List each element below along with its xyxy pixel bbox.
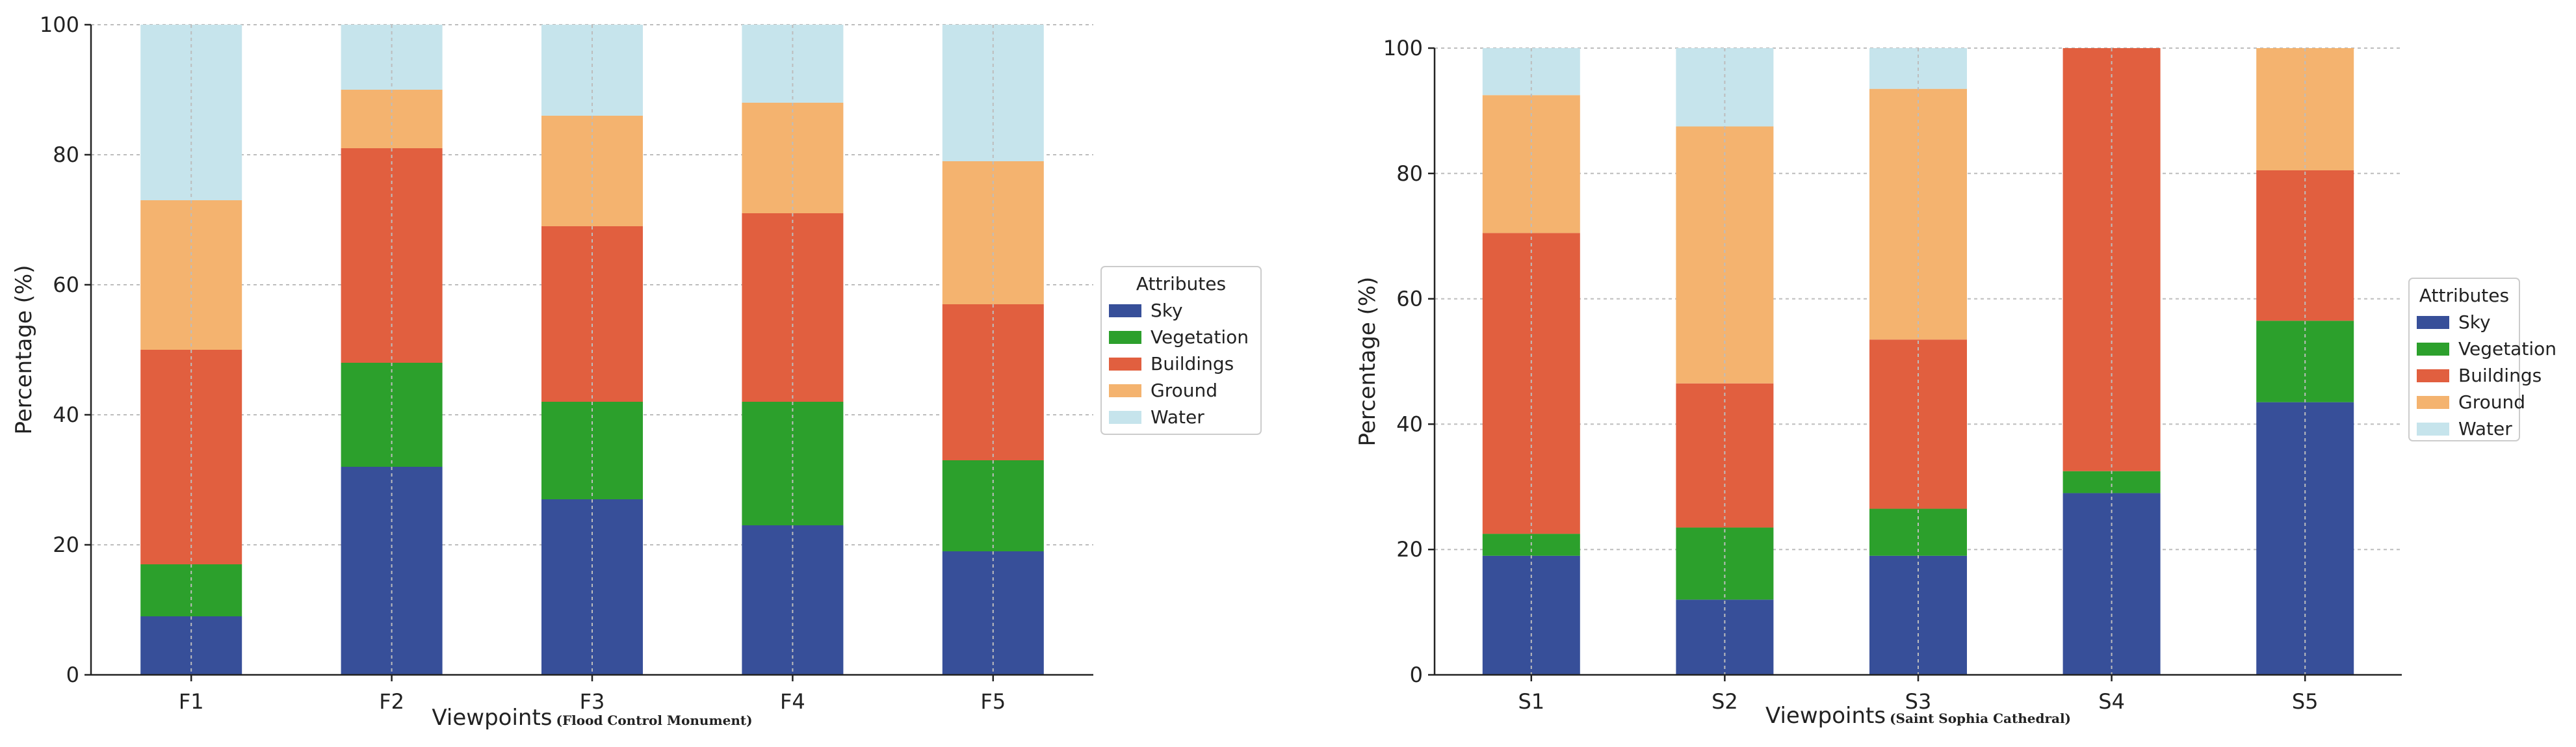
x-axis-label-sub: (Flood Control Monument) [556, 713, 753, 728]
y-axis-label: Percentage (%) [1355, 277, 1381, 447]
legend-title: Attributes [1136, 273, 1226, 295]
y-tick-label: 80 [53, 142, 79, 167]
x-tick-label-s5: S5 [2292, 689, 2319, 714]
chart-flood-control-monument: 0 20 40 60 80 100 F1 F2 F3 F4 F5 Viewpoints (Flood C… [11, 12, 1262, 731]
x-axis-label: Viewpoints (Flood Control Monument) [432, 705, 752, 731]
y-tick-label: 20 [53, 532, 79, 557]
x-tick-label-f4: F4 [780, 689, 805, 714]
bar-s1-ground [1482, 95, 1580, 233]
legend-swatch-sky [2417, 316, 2449, 329]
bar-s4-vegetation [2062, 471, 2161, 493]
x-tick-label-f3: F3 [580, 689, 605, 714]
x-tick-label-s3: S3 [1905, 689, 1932, 714]
y-tick-label: 100 [1383, 36, 1423, 60]
legend-label-vegetation: Vegetation [1151, 326, 1249, 348]
bar-s2-ground [1676, 126, 1774, 384]
legend-label-ground: Ground [1151, 380, 1217, 401]
y-tick-label: 60 [53, 272, 79, 297]
y-tick-label: 40 [1396, 412, 1423, 436]
y-tick-label: 40 [53, 402, 79, 427]
legend-swatch-ground [2417, 396, 2449, 409]
legend-label-vegetation: Vegetation [2458, 338, 2556, 360]
x-tick-label-f5: F5 [980, 689, 1006, 714]
x-axis-label: Viewpoints (Saint Sophia Cathedral) [1765, 703, 2071, 729]
y-tick-label: 60 [1396, 287, 1423, 311]
legend-swatch-ground [1109, 384, 1141, 397]
legend-label-water: Water [1151, 406, 1204, 428]
legend: Attributes Sky Vegetation Buildings Ground Wa… [1100, 266, 1262, 435]
bar-s3-buildings [1869, 339, 1967, 509]
legend-swatch-sky [1109, 304, 1141, 317]
legend-label-buildings: Buildings [2458, 365, 2542, 386]
legend-swatch-vegetation [1109, 331, 1141, 344]
legend-label-buildings: Buildings [1151, 353, 1234, 374]
legend-label-water: Water [2458, 418, 2512, 439]
legend-swatch-water [2417, 423, 2449, 436]
legend-label-sky: Sky [2458, 311, 2491, 333]
y-tick-label: 0 [1410, 662, 1423, 687]
legend-label-sky: Sky [1151, 300, 1183, 321]
x-tick-label-s2: S2 [1711, 689, 1738, 714]
legend: Attributes Sky Vegetation Buildings Ground Wa… [2408, 278, 2556, 441]
legend-swatch-water [1109, 411, 1141, 424]
y-tick-label: 100 [40, 12, 79, 37]
x-axis-label-sub: (Saint Sophia Cathedral) [1890, 711, 2071, 726]
x-axis-label-main: Viewpoints [1765, 703, 1886, 729]
x-tick-label-s1: S1 [1518, 689, 1544, 714]
bar-s2-sky [1676, 599, 1774, 675]
y-tick-label: 80 [1396, 161, 1423, 186]
x-axis-label-main: Viewpoints [432, 705, 552, 731]
legend-swatch-buildings [2417, 369, 2449, 382]
x-tick-label-s4: S4 [2098, 689, 2125, 714]
legend-title: Attributes [2419, 285, 2509, 306]
y-axis-label: Percentage (%) [11, 265, 37, 435]
y-tick-label: 20 [1396, 537, 1423, 562]
x-tick-label-f1: F1 [179, 689, 204, 714]
legend-label-ground: Ground [2458, 391, 2525, 413]
chart-saint-sophia-cathedral: 0 20 40 60 80 100 S1 S2 S3 S4 S5 Viewpoints (Saint S… [1355, 36, 2556, 729]
legend-swatch-buildings [1109, 358, 1141, 371]
x-tick-label-f2: F2 [379, 689, 404, 714]
y-tick-label: 0 [66, 662, 79, 687]
legend-swatch-vegetation [2417, 343, 2449, 356]
